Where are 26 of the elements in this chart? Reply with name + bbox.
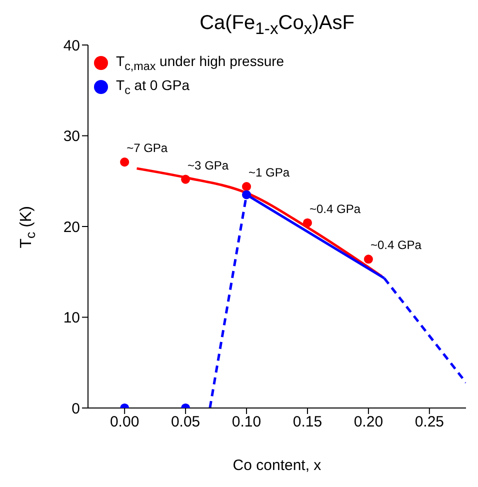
annotation: ~0.4 GPa	[309, 202, 361, 216]
point	[302, 218, 312, 228]
y-tick-label: 40	[63, 37, 80, 54]
x-tick-label: 0.00	[110, 414, 140, 431]
y-tick-label: 20	[63, 218, 80, 236]
y-tick-label: 30	[63, 128, 80, 146]
chart-title: Ca(Fe$_{1-x}$Co$_{x}$)AsF	[198, 12, 356, 39]
x-axis-title: Co content, x	[232, 457, 322, 474]
y-tick-label: 10	[63, 310, 80, 327]
x-tick-label: 0.05	[170, 414, 200, 431]
annotation: ~1 GPa	[248, 166, 290, 180]
point	[120, 158, 130, 167]
x-tick-label: 0.15	[292, 414, 322, 431]
annotation: ~0.4 GPa	[370, 238, 422, 252]
annotation: ~3 GPa	[188, 158, 229, 172]
point	[242, 190, 252, 200]
point	[181, 174, 190, 184]
x-tick-label: 0.25	[414, 414, 444, 431]
x-tick-label: 0.20	[354, 414, 384, 431]
point	[242, 182, 252, 192]
legend-label: T$_{c}$ at 0 GPa	[116, 76, 190, 97]
annotation: ~7 GPa	[126, 141, 168, 156]
x-tick-label: 0.10	[232, 414, 262, 431]
y-tick-label: 0	[72, 400, 80, 418]
point	[364, 254, 373, 264]
legend-label: T$_{c,max}$ under high pressure	[116, 53, 284, 73]
